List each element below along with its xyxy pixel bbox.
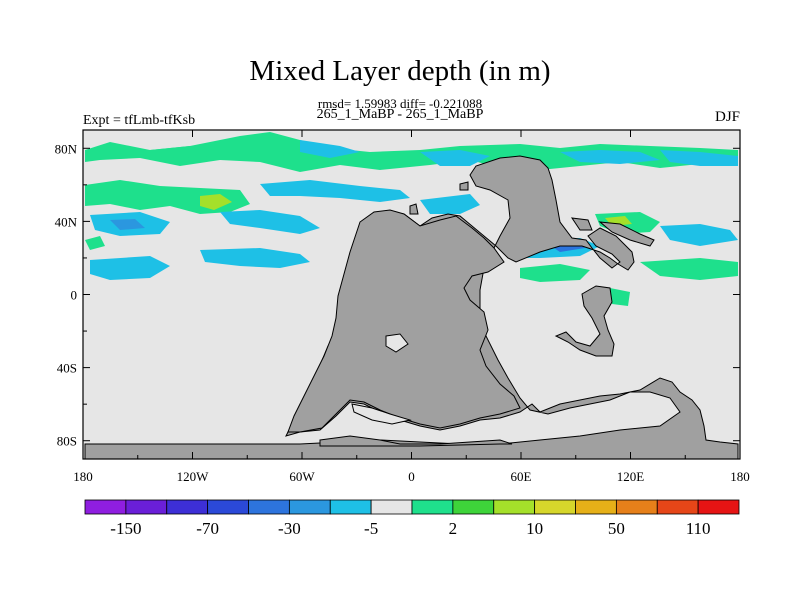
colorbar-label: 2	[449, 519, 458, 538]
colorbar-swatch	[166, 499, 209, 515]
y-tick-label: 0	[71, 288, 78, 303]
colorbar-swatch	[125, 499, 168, 515]
colorbar-swatch	[493, 499, 536, 515]
x-tick-label: 60E	[511, 469, 532, 484]
colorbar-label: -150	[110, 519, 141, 538]
y-tick-label: 80S	[57, 434, 77, 449]
y-axis: 80N 40N 0 40S 80S	[55, 141, 740, 449]
inland-water	[351, 333, 412, 425]
land-masses	[84, 155, 739, 460]
colorbar-swatch	[697, 499, 740, 515]
anomaly-patches	[85, 132, 738, 306]
colorbar-label: 50	[608, 519, 625, 538]
colorbar	[84, 499, 740, 515]
stats-line: rmsd= 1.59983 diff= -0.221088	[317, 96, 483, 111]
map-title: Mixed Layer depth (in m)	[249, 55, 551, 87]
colorbar-swatch	[370, 499, 413, 515]
x-tick-label: 120W	[177, 469, 210, 484]
y-tick-label: 40N	[55, 214, 78, 229]
colorbar-label: -70	[196, 519, 219, 538]
colorbar-label: 10	[526, 519, 543, 538]
y-tick-label: 40S	[57, 361, 77, 376]
colorbar-label: -30	[278, 519, 301, 538]
colorbar-labels: -150 -70 -30 -5 2 10 50 110	[110, 519, 710, 538]
x-tick-label: 60W	[289, 469, 315, 484]
colorbar-swatch	[411, 499, 454, 515]
colorbar-swatch	[248, 499, 290, 515]
colorbar-label: -5	[364, 519, 378, 538]
colorbar-swatch	[288, 499, 331, 515]
x-tick-label: 180	[730, 469, 750, 484]
season-label: DJF	[714, 109, 740, 125]
x-tick-label: 120E	[617, 469, 645, 484]
run-comparison: 265_1_MaBP - 265_1_MaBP	[316, 107, 484, 122]
experiment-label: Expt = tfLmb-tfKsb	[83, 113, 196, 128]
colorbar-label: 110	[686, 519, 711, 538]
y-tick-label: 80N	[55, 141, 78, 156]
colorbar-swatch	[534, 499, 576, 515]
x-axis: 180 120W 60W 0 60E 120E 180	[73, 130, 750, 484]
colorbar-swatch	[615, 499, 658, 515]
x-tick-label: 0	[408, 469, 415, 484]
north-positive-band	[85, 132, 738, 172]
colorbar-swatch	[84, 499, 127, 515]
colorbar-swatch	[329, 499, 372, 515]
x-tick-label: 180	[73, 469, 93, 484]
colorbar-swatch	[452, 499, 495, 515]
colorbar-swatch	[575, 499, 617, 515]
colorbar-swatch	[207, 499, 249, 515]
colorbar-swatch	[656, 499, 699, 515]
